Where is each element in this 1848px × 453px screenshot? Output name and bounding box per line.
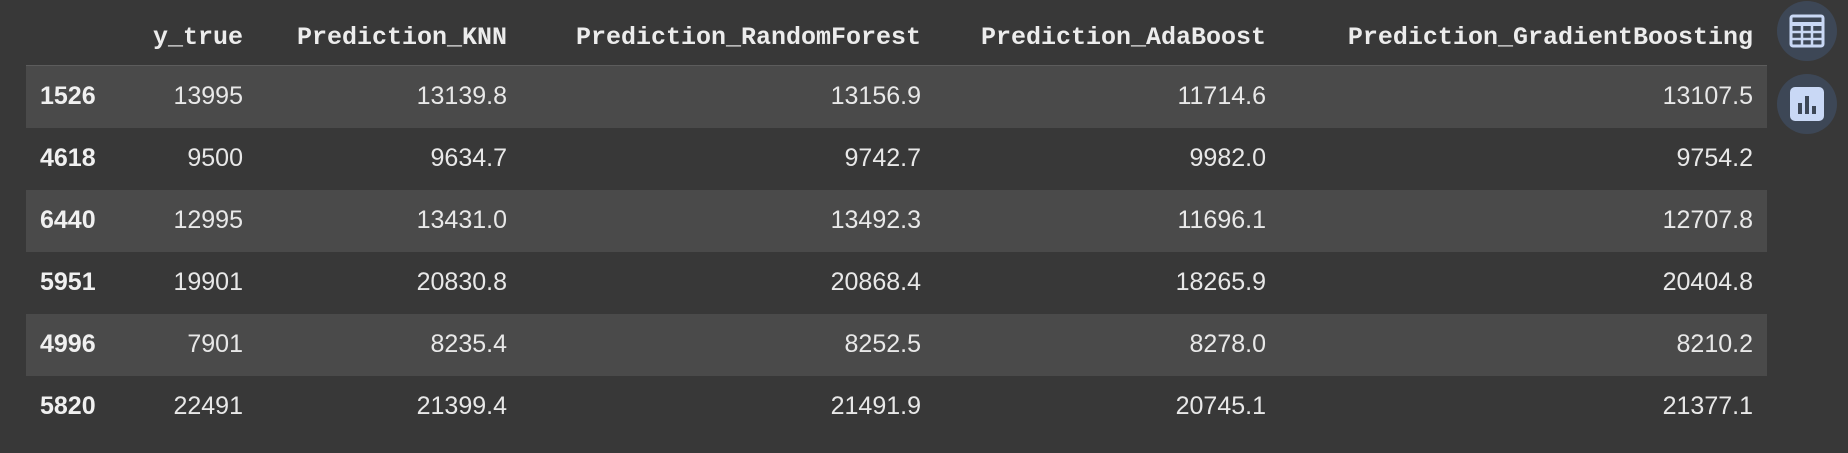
table-row: 6440 12995 13431.0 13492.3 11696.1 12707… xyxy=(26,189,1767,252)
column-header-prediction-randomforest: Prediction_RandomForest xyxy=(521,10,935,66)
cell-prediction-gradientboosting: 13107.5 xyxy=(1662,82,1753,111)
cell-prediction-knn: 13431.0 xyxy=(416,206,507,234)
column-header-prediction-knn: Prediction_KNN xyxy=(257,10,521,66)
cell-prediction-knn: 20830.8 xyxy=(416,268,507,296)
row-index: 5951 xyxy=(40,268,96,296)
cell-y-true: 22491 xyxy=(173,392,243,420)
cell-prediction-randomforest: 8252.5 xyxy=(844,330,921,358)
bar-chart-icon xyxy=(1790,87,1824,121)
column-header-prediction-adaboost: Prediction_AdaBoost xyxy=(935,10,1280,66)
cell-prediction-adaboost: 8278.0 xyxy=(1189,330,1266,358)
cell-y-true: 19901 xyxy=(173,268,243,296)
row-index: 4618 xyxy=(40,144,96,172)
cell-prediction-randomforest: 13492.3 xyxy=(830,206,921,234)
cell-prediction-randomforest: 9742.7 xyxy=(844,144,921,172)
table-header-row: y_true Prediction_KNN Prediction_RandomF… xyxy=(26,10,1767,66)
cell-prediction-gradientboosting: 12707.8 xyxy=(1662,206,1753,234)
table-row: 5951 19901 20830.8 20868.4 18265.9 20404… xyxy=(26,251,1767,314)
cell-prediction-gradientboosting: 8210.2 xyxy=(1676,330,1753,358)
cell-prediction-randomforest: 21491.9 xyxy=(830,392,921,420)
convert-to-interactive-table-button[interactable] xyxy=(1777,1,1837,61)
row-index: 5820 xyxy=(40,392,96,420)
cell-prediction-gradientboosting: 9754.2 xyxy=(1676,144,1753,172)
cell-y-true: 9500 xyxy=(187,144,243,172)
cell-prediction-adaboost: 11696.1 xyxy=(1177,206,1266,234)
suggest-charts-button[interactable] xyxy=(1777,74,1837,134)
table-row: 5820 22491 21399.4 21491.9 20745.1 21377… xyxy=(26,375,1767,438)
cell-prediction-knn: 8235.4 xyxy=(430,330,507,358)
row-index: 6440 xyxy=(40,206,96,234)
cell-prediction-randomforest: 13156.9 xyxy=(830,82,921,111)
cell-prediction-adaboost: 20745.1 xyxy=(1175,392,1266,420)
cell-prediction-knn: 21399.4 xyxy=(416,392,507,420)
column-header-index xyxy=(26,10,128,66)
cell-prediction-knn: 9634.7 xyxy=(430,144,507,172)
table-icon xyxy=(1789,14,1825,48)
row-index: 4996 xyxy=(40,330,96,358)
dataframe-table: y_true Prediction_KNN Prediction_RandomF… xyxy=(26,10,1767,438)
column-header-y-true: y_true xyxy=(128,10,257,66)
row-index: 1526 xyxy=(40,82,96,111)
cell-prediction-randomforest: 20868.4 xyxy=(830,268,921,296)
cell-prediction-adaboost: 9982.0 xyxy=(1189,144,1266,172)
cell-prediction-adaboost: 11714.6 xyxy=(1177,82,1266,111)
cell-prediction-gradientboosting: 20404.8 xyxy=(1662,268,1753,296)
cell-prediction-gradientboosting: 21377.1 xyxy=(1662,392,1753,420)
cell-y-true: 7901 xyxy=(187,330,243,358)
cell-prediction-adaboost: 18265.9 xyxy=(1175,268,1266,296)
cell-y-true: 13995 xyxy=(173,82,243,111)
column-header-prediction-gradientboosting: Prediction_GradientBoosting xyxy=(1280,10,1767,66)
table-row: 1526 13995 13139.8 13156.9 11714.6 13107… xyxy=(26,65,1767,128)
cell-y-true: 12995 xyxy=(173,206,243,234)
cell-prediction-knn: 13139.8 xyxy=(416,82,507,111)
table-row: 4996 7901 8235.4 8252.5 8278.0 8210.2 xyxy=(26,313,1767,376)
table-row: 4618 9500 9634.7 9742.7 9982.0 9754.2 xyxy=(26,127,1767,190)
